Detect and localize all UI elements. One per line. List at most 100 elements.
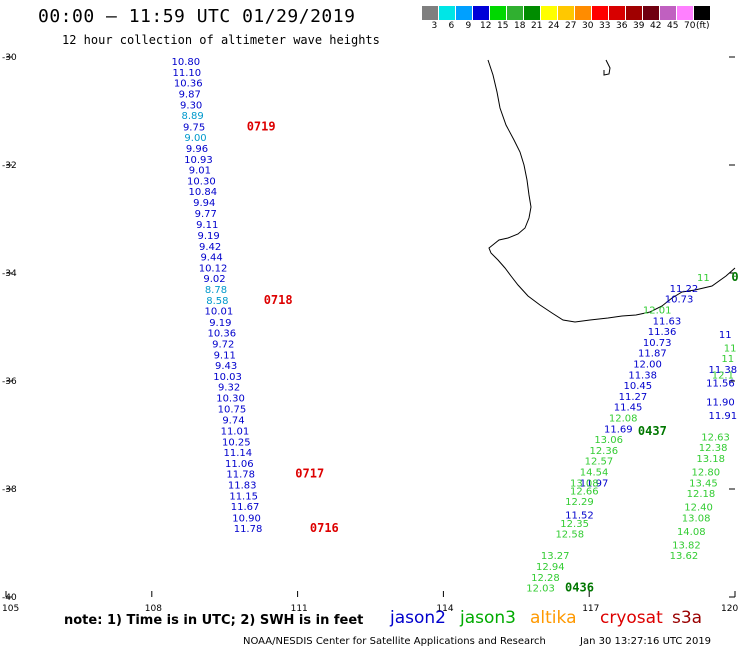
wave-height-label: 11.15 <box>229 491 258 502</box>
wave-height-label: 11 <box>721 354 734 365</box>
wave-height-label: 11.69 <box>604 424 633 435</box>
wave-height-label: 12.1 <box>712 370 734 381</box>
wave-height-label: 11.01 <box>221 426 250 437</box>
colorbar-swatch <box>473 6 490 20</box>
wave-height-label: 13.82 <box>672 540 701 551</box>
wave-height-label: 9.87 <box>179 90 201 101</box>
wave-height-label: 10.25 <box>222 437 251 448</box>
map-title: 00:00 — 11:59 UTC 01/29/2019 <box>38 6 356 27</box>
colorbar-label: 30 <box>582 21 594 31</box>
wave-height-label: 12.01 <box>643 306 672 317</box>
island-outline <box>603 59 611 76</box>
wave-height-label: 9.44 <box>200 253 222 264</box>
wave-height-label: 10.45 <box>623 381 652 392</box>
wave-height-label: 9.75 <box>183 122 205 133</box>
wave-height-label: 9.72 <box>212 340 234 351</box>
wave-height-label: 12.18 <box>687 489 716 500</box>
wave-height-label: 10.84 <box>189 187 218 198</box>
wave-height-label: 11.22 <box>670 284 699 295</box>
wave-height-label: 9.94 <box>193 198 215 209</box>
lat-tick-label: -32 <box>2 161 17 171</box>
wave-height-label: 9.43 <box>215 361 237 372</box>
wave-height-label: 11.87 <box>638 349 667 360</box>
footer-timestamp: Jan 30 13:27:16 UTC 2019 <box>580 636 712 647</box>
wave-height-label: 12.58 <box>555 530 584 541</box>
wave-height-label: 13.06 <box>594 435 623 446</box>
wave-height-label: 12.80 <box>692 468 721 479</box>
wave-height-label: 8.58 <box>206 296 228 307</box>
colorbar-swatch <box>660 6 677 20</box>
wave-height-label: 12.28 <box>531 573 560 584</box>
wave-height-label: 12.36 <box>589 446 618 457</box>
lat-tick-label: -36 <box>2 377 17 387</box>
wave-height-label: 12.08 <box>609 414 638 425</box>
legend-item-jason3: jason3 <box>460 608 516 628</box>
wave-height-label: 11.38 <box>628 370 657 381</box>
wave-height-label: 12.66 <box>570 486 599 497</box>
wave-height-label: 9.00 <box>184 133 206 144</box>
wave-height-label: 13.45 <box>689 478 718 489</box>
colorbar-label: 42 <box>650 21 662 31</box>
wave-height-label: 9.02 <box>203 274 225 285</box>
wave-height-label: 11.63 <box>653 316 682 327</box>
colorbar-label: 3 <box>431 21 438 31</box>
legend-item-jason2: jason2 <box>390 608 446 628</box>
colorbar-label: 39 <box>633 21 645 31</box>
colorbar <box>422 6 711 20</box>
wave-height-label: 10.36 <box>207 329 236 340</box>
pass-time-label: 0436 <box>565 581 594 595</box>
wave-height-label: 11.97 <box>580 478 609 489</box>
wave-height-label: 11.27 <box>619 392 648 403</box>
map-subtitle: 12 hour collection of altimeter wave hei… <box>62 33 380 47</box>
wave-height-label: 9.32 <box>218 383 240 394</box>
wave-height-label: 13.08 <box>682 513 711 524</box>
colorbar-swatch <box>592 6 609 20</box>
colorbar-label: (ft) <box>696 21 710 31</box>
wave-height-label: 10.12 <box>199 263 228 274</box>
lon-tick-label: 120 <box>721 604 738 614</box>
colorbar-swatch <box>677 6 694 20</box>
colorbar-swatch <box>541 6 558 20</box>
wave-height-label: 13.18 <box>696 454 725 465</box>
pass-time-label: 0716 <box>310 521 339 535</box>
colorbar-label: 9 <box>465 21 472 31</box>
legend-item-altika: altika <box>530 608 577 628</box>
pass-time-label: 0719 <box>247 119 276 133</box>
colorbar-swatch <box>609 6 626 20</box>
lon-tick-label: 108 <box>145 604 162 614</box>
lat-tick-label: -30 <box>2 53 17 63</box>
colorbar-swatch <box>524 6 541 20</box>
wave-height-label: 11.90 <box>706 397 735 408</box>
colorbar-label: 27 <box>565 21 577 31</box>
colorbar-swatch <box>507 6 524 20</box>
wave-height-label: 10.93 <box>184 155 213 166</box>
wave-height-label: 11.10 <box>172 68 201 79</box>
colorbar-swatch <box>490 6 507 20</box>
wave-height-label: 13.62 <box>670 551 699 562</box>
coastline <box>487 59 736 323</box>
wave-height-label: 10.75 <box>218 404 247 415</box>
footer-credit: NOAA/NESDIS Center for Satellite Applica… <box>243 636 546 647</box>
colorbar-label: 36 <box>616 21 628 31</box>
wave-height-label: 11 <box>724 343 737 354</box>
wave-height-label: 11.52 <box>565 511 594 522</box>
wave-height-label: 8.78 <box>205 285 227 296</box>
colorbar-swatch <box>643 6 660 20</box>
wave-height-label: 9.77 <box>195 209 217 220</box>
wave-height-label: 11.78 <box>234 524 263 535</box>
colorbar-swatch <box>694 6 711 20</box>
colorbar-label: 21 <box>531 21 543 31</box>
wave-height-label: 11.91 <box>709 411 738 422</box>
colorbar-swatch <box>439 6 456 20</box>
colorbar-label: 24 <box>548 21 560 31</box>
wave-height-label: 12.40 <box>684 503 713 514</box>
colorbar-swatch <box>558 6 575 20</box>
coastline-path <box>487 59 736 323</box>
wave-height-label: 9.30 <box>180 100 202 111</box>
wave-height-label: 10.36 <box>174 79 203 90</box>
wave-height-label: 10.01 <box>205 307 234 318</box>
legend-item-s3a: s3a <box>672 608 703 628</box>
wave-height-label: 11.78 <box>226 470 255 481</box>
wave-height-label: 11.45 <box>614 403 643 414</box>
lat-tick-label: -34 <box>2 269 17 279</box>
